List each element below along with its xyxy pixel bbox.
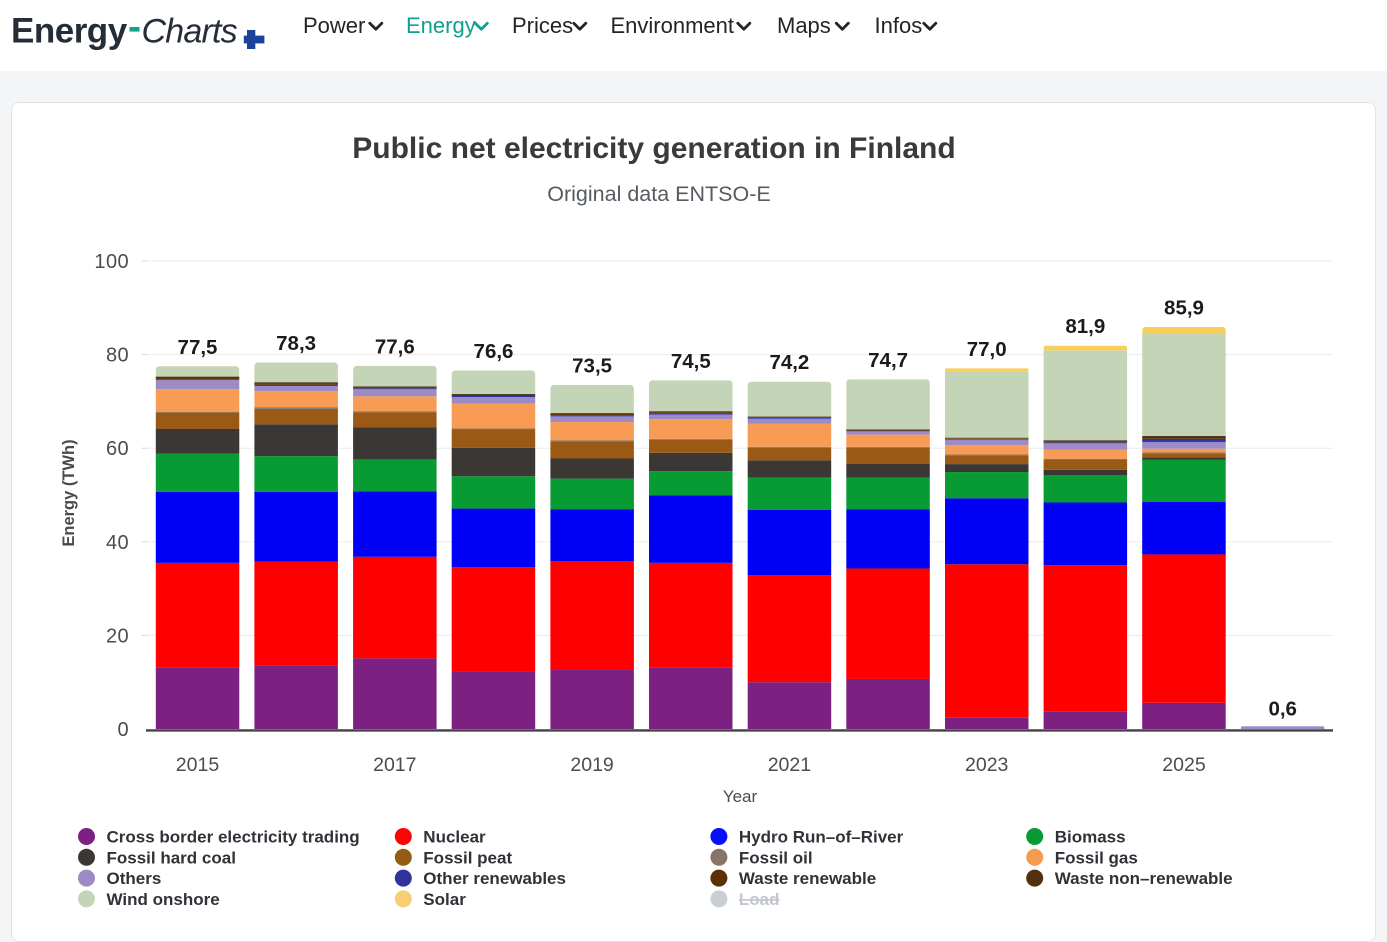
svg-text:77,5: 77,5 — [178, 336, 218, 359]
svg-text:2019: 2019 — [570, 754, 613, 776]
svg-text:20: 20 — [106, 625, 129, 647]
svg-text:Maps: Maps — [777, 13, 831, 38]
svg-text:0,6: 0,6 — [1268, 698, 1297, 721]
svg-text:Wind onshore: Wind onshore — [107, 890, 220, 909]
svg-text:Waste renewable: Waste renewable — [739, 869, 876, 888]
svg-text:77,6: 77,6 — [375, 335, 415, 358]
svg-text:Prices: Prices — [512, 13, 573, 38]
svg-text:Solar: Solar — [423, 890, 466, 909]
svg-text:Original data ENTSO-E: Original data ENTSO-E — [547, 182, 770, 206]
svg-text:Fossil oil: Fossil oil — [739, 848, 813, 867]
svg-text:Other renewables: Other renewables — [423, 869, 566, 888]
svg-text:Power: Power — [303, 13, 365, 38]
svg-text:Load: Load — [739, 890, 780, 909]
svg-text:2025: 2025 — [1162, 754, 1206, 776]
svg-text:40: 40 — [106, 532, 129, 554]
svg-text:2015: 2015 — [176, 754, 220, 776]
svg-text:Waste non–renewable: Waste non–renewable — [1055, 869, 1233, 888]
svg-text:0: 0 — [117, 719, 129, 741]
svg-text:Energy: Energy — [11, 12, 128, 51]
svg-text:Year: Year — [723, 787, 758, 806]
svg-text:60: 60 — [106, 438, 129, 460]
svg-text:Energy: Energy — [406, 13, 476, 38]
svg-text:Charts: Charts — [142, 13, 238, 51]
svg-text:2017: 2017 — [373, 754, 416, 776]
svg-text:80: 80 — [106, 345, 129, 367]
svg-text:Fossil hard coal: Fossil hard coal — [107, 848, 236, 867]
svg-text:Nuclear: Nuclear — [423, 828, 486, 847]
svg-text:Fossil gas: Fossil gas — [1055, 848, 1138, 867]
svg-text:Energy (TWh): Energy (TWh) — [60, 439, 78, 546]
svg-text:77,0: 77,0 — [967, 338, 1007, 361]
svg-text:74,5: 74,5 — [671, 350, 711, 373]
svg-text:2023: 2023 — [965, 754, 1008, 776]
svg-text:Biomass: Biomass — [1055, 828, 1126, 847]
svg-text:Environment: Environment — [611, 13, 735, 38]
svg-text:100: 100 — [94, 251, 129, 273]
svg-text:Infos: Infos — [875, 13, 923, 38]
svg-text:74,7: 74,7 — [868, 349, 908, 372]
svg-text:Cross border electricity tradi: Cross border electricity trading — [107, 828, 360, 847]
svg-text:85,9: 85,9 — [1164, 297, 1204, 320]
svg-text:2021: 2021 — [768, 754, 811, 776]
svg-text:78,3: 78,3 — [276, 332, 316, 355]
svg-text:Others: Others — [107, 869, 162, 888]
svg-text:Hydro Run–of–River: Hydro Run–of–River — [739, 828, 904, 847]
svg-text:76,6: 76,6 — [474, 340, 514, 363]
svg-text:Fossil peat: Fossil peat — [423, 848, 512, 867]
svg-text:74,2: 74,2 — [769, 351, 809, 374]
svg-text:Public net electricity generat: Public net electricity generation in Fin… — [352, 132, 955, 165]
svg-text:81,9: 81,9 — [1065, 315, 1105, 338]
svg-text:73,5: 73,5 — [572, 355, 612, 378]
